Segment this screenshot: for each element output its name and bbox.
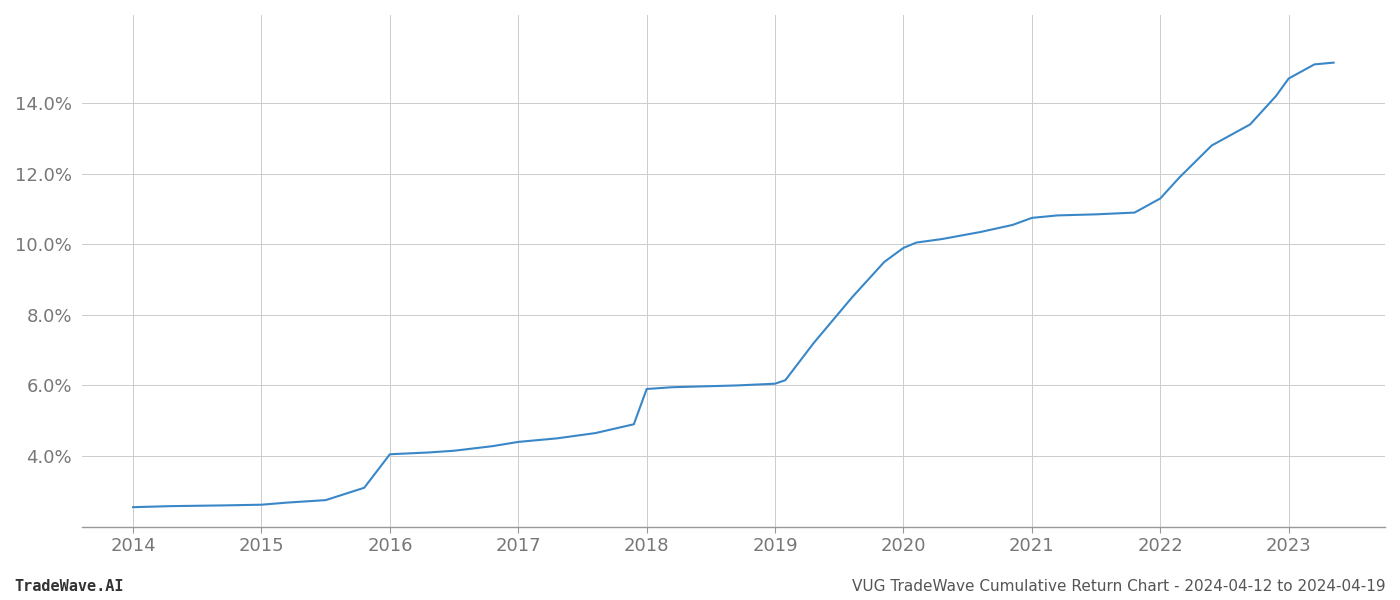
- Text: TradeWave.AI: TradeWave.AI: [14, 579, 123, 594]
- Text: VUG TradeWave Cumulative Return Chart - 2024-04-12 to 2024-04-19: VUG TradeWave Cumulative Return Chart - …: [853, 579, 1386, 594]
